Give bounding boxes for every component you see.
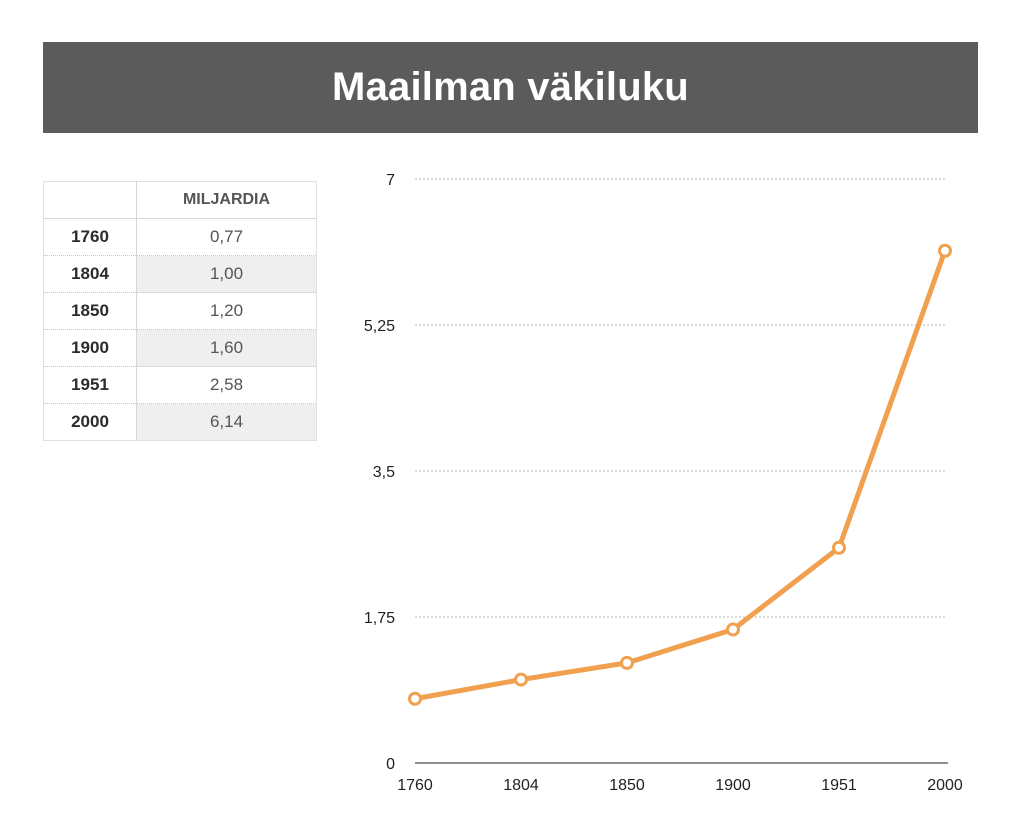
- row-year: 1804: [43, 255, 137, 293]
- table-row: 1804 1,00: [43, 255, 317, 293]
- page-title: Maailman väkiluku: [332, 65, 689, 109]
- row-value: 6,14: [136, 403, 317, 441]
- row-value: 1,20: [136, 292, 317, 330]
- y-tick-label: 7: [386, 172, 395, 189]
- row-value: 1,00: [136, 255, 317, 293]
- data-point: [514, 672, 528, 687]
- y-tick-label: 3,5: [373, 464, 395, 481]
- table-row: 1850 1,20: [43, 292, 317, 330]
- x-tick-label: 1850: [609, 777, 645, 794]
- table-header-row: MILJARDIA: [43, 181, 317, 219]
- row-year: 2000: [43, 403, 137, 441]
- population-line-chart: 0 1,75 3,5 5,25 7 1760 1804 1850 1900 1951 2000: [364, 172, 963, 794]
- table-row: 1900 1,60: [43, 329, 317, 367]
- data-point: [408, 691, 422, 706]
- row-year: 1951: [43, 366, 137, 404]
- x-tick-label: 1804: [503, 777, 539, 794]
- population-table: MILJARDIA 1760 0,77 1804 1,00 1850 1,20 …: [43, 181, 317, 441]
- value-column-header: MILJARDIA: [136, 181, 317, 219]
- data-point: [938, 243, 952, 258]
- y-tick-label: 1,75: [364, 610, 395, 627]
- data-point: [726, 622, 740, 637]
- series-line: [412, 248, 948, 702]
- row-year: 1850: [43, 292, 137, 330]
- table-row: 2000 6,14: [43, 403, 317, 441]
- table-row: 1951 2,58: [43, 366, 317, 404]
- y-tick-label: 0: [386, 756, 395, 773]
- row-value: 1,60: [136, 329, 317, 367]
- x-tick-label: 2000: [927, 777, 963, 794]
- title-banner: Maailman väkiluku: [43, 42, 978, 133]
- x-tick-label: 1951: [821, 777, 857, 794]
- x-tick-label: 1900: [715, 777, 751, 794]
- data-point: [620, 655, 634, 670]
- table-row: 1760 0,77: [43, 218, 317, 256]
- year-column-header: [43, 181, 137, 219]
- row-year: 1900: [43, 329, 137, 367]
- y-tick-label: 5,25: [364, 318, 395, 335]
- x-tick-label: 1760: [397, 777, 433, 794]
- row-year: 1760: [43, 218, 137, 256]
- row-value: 2,58: [136, 366, 317, 404]
- row-value: 0,77: [136, 218, 317, 256]
- data-point: [832, 540, 846, 555]
